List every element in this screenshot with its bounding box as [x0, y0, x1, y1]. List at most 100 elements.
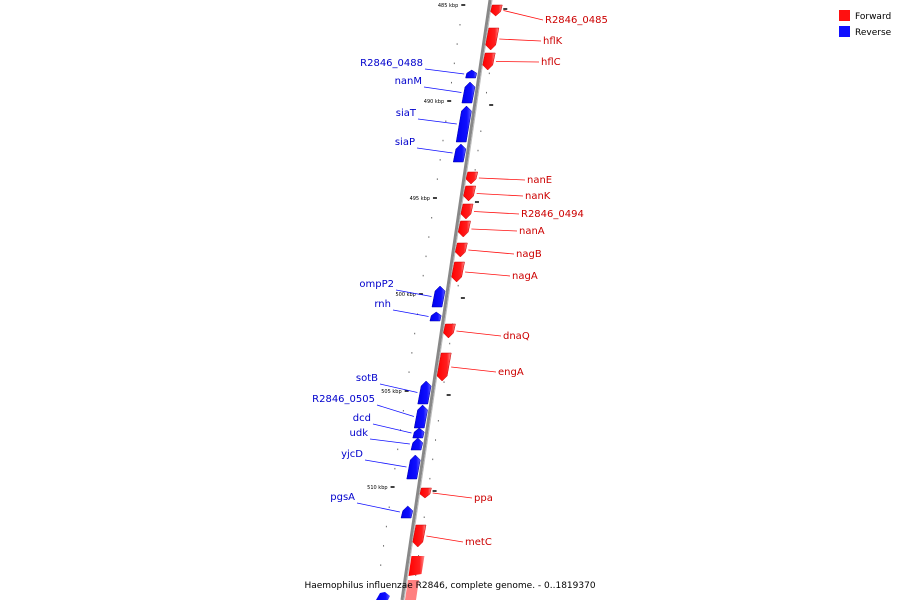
gene-label[interactable]: ppa	[474, 493, 493, 504]
gene-arrow-forward[interactable]	[443, 323, 456, 339]
gene-ompP2[interactable]: ompP2	[359, 279, 446, 308]
gene-label[interactable]: siaP	[395, 137, 415, 148]
gene-arrow-reverse[interactable]	[431, 285, 446, 308]
gene-nagB[interactable]: nagB	[455, 242, 542, 260]
gene-nanM[interactable]: nanM	[395, 76, 476, 104]
gene-label[interactable]: siaT	[396, 108, 417, 119]
gene-label[interactable]: nanE	[527, 175, 552, 186]
gene-arrow-forward[interactable]	[436, 352, 452, 382]
gene-arrow-forward[interactable]	[482, 52, 496, 71]
gene-label[interactable]: engA	[498, 367, 524, 378]
gene-label[interactable]: R2846_0488	[360, 58, 423, 69]
gene-udk[interactable]: udk	[350, 428, 424, 451]
gene-rnh[interactable]: rnh	[374, 299, 442, 322]
scale-minor-tick	[415, 574, 417, 576]
gene-nanA[interactable]: nanA	[457, 220, 545, 238]
gene-hflK[interactable]: hflK	[485, 27, 563, 51]
scale-tick: 490 kbp	[424, 99, 494, 106]
gene-arrow-forward-partial[interactable]	[405, 580, 419, 600]
gene-label[interactable]: nanA	[519, 226, 545, 237]
gene-arrow-forward[interactable]	[419, 487, 432, 499]
gene-arrow-reverse[interactable]	[410, 437, 424, 451]
gene-label[interactable]: yjcD	[341, 449, 363, 460]
gene-arrow-reverse[interactable]	[412, 427, 425, 439]
gene-metC[interactable]: metC	[412, 524, 492, 548]
gene-pgsA[interactable]: pgsA	[330, 492, 414, 519]
gene-label[interactable]: dcd	[353, 413, 371, 424]
scale-minor-tick	[418, 555, 420, 557]
gene-arrow-reverse[interactable]	[455, 105, 472, 143]
gene-arrow-forward[interactable]	[457, 220, 471, 238]
gene-label[interactable]: sotB	[356, 373, 378, 384]
gene-label[interactable]: R2846_0485	[545, 15, 608, 26]
map-title: Haemophilus influenzae R2846, complete g…	[304, 581, 595, 591]
gene-arrow-reverse[interactable]	[452, 143, 467, 163]
gene-label[interactable]: rnh	[374, 299, 391, 310]
scale-tick-label: 510 kbp	[367, 485, 387, 491]
scale-minor-tick	[449, 342, 451, 345]
gene-engA[interactable]: engA	[436, 352, 524, 382]
gene-label[interactable]: nanM	[395, 76, 422, 87]
gene-label[interactable]: dnaQ	[503, 331, 530, 342]
gene-arrow-reverse[interactable]	[417, 380, 432, 405]
gene-arrow-forward[interactable]	[455, 242, 468, 258]
gene-arrow-forward[interactable]	[465, 171, 479, 185]
gene-label[interactable]: metC	[465, 537, 492, 548]
gene-arrow-reverse[interactable]	[461, 81, 476, 104]
gene-label[interactable]: nagA	[512, 271, 538, 282]
gene-nagA[interactable]: nagA	[451, 261, 538, 283]
gene-arrow-forward[interactable]	[463, 185, 477, 202]
gene-arrow-forward-partial[interactable]	[408, 556, 425, 576]
gene-leader-line	[473, 211, 520, 215]
scale-tick: 495 kbp	[410, 196, 479, 203]
gene-leader-line	[495, 61, 540, 63]
gene-label[interactable]: R2846_0494	[521, 209, 584, 220]
gene-hflC[interactable]: hflC	[482, 52, 561, 71]
gene-label[interactable]: nagB	[516, 249, 542, 260]
scale-minor-tick	[485, 91, 487, 94]
gene-label[interactable]: udk	[350, 428, 369, 439]
gene-arrow-reverse[interactable]	[413, 404, 428, 429]
gene-leader-line	[478, 177, 526, 181]
gene-arrow-reverse-partial[interactable]	[376, 592, 390, 600]
gene-arrow-forward[interactable]	[490, 4, 503, 17]
gene-label[interactable]: hflK	[543, 36, 563, 47]
gene-yjcD[interactable]: yjcD	[341, 449, 421, 480]
gene-arrow-forward[interactable]	[451, 261, 465, 283]
gene-arrow-reverse[interactable]	[406, 454, 421, 480]
gene-R2846_0505[interactable]: R2846_0505	[312, 394, 428, 429]
gene-arrow-forward[interactable]	[460, 203, 474, 220]
gene-dnaQ[interactable]: dnaQ	[443, 323, 530, 342]
gene-label[interactable]: ompP2	[359, 279, 394, 290]
gene-label[interactable]: pgsA	[330, 492, 355, 503]
gene-arrow-forward[interactable]	[485, 27, 500, 51]
gene-nanE[interactable]: nanE	[465, 171, 552, 186]
scale-minor-tick	[429, 477, 431, 480]
genome-backbone	[400, 0, 492, 600]
scale-minor-tick	[380, 564, 382, 566]
gene-arrow-reverse[interactable]	[429, 311, 442, 322]
gene-siaP[interactable]: siaP	[395, 137, 467, 163]
gene-label[interactable]: hflC	[541, 57, 561, 68]
gene-siaT[interactable]: siaT	[396, 105, 472, 143]
gene-layer: R2846_0485 hflK hflC nanE nanK R2846_0494 nanA…	[312, 4, 608, 600]
gene-R2846_0488[interactable]: R2846_0488	[360, 58, 478, 79]
gene-leader-line	[395, 289, 432, 297]
scale-minor-tick	[411, 352, 413, 354]
gene-nanK[interactable]: nanK	[463, 185, 551, 202]
gene-ppa[interactable]: ppa	[419, 487, 493, 504]
scale-tick: 485 kbp	[438, 3, 508, 10]
gene-R2846_0485[interactable]: R2846_0485	[490, 4, 608, 26]
gene-arrow-forward[interactable]	[412, 524, 427, 548]
gene-label[interactable]: R2846_0505	[312, 394, 375, 405]
scale-minor-tick	[402, 410, 404, 412]
gene-sotB[interactable]: sotB	[356, 373, 432, 405]
gene-dcd[interactable]: dcd	[353, 413, 425, 439]
gene-leader-line	[465, 271, 511, 277]
gene-leader-line	[379, 383, 418, 393]
gene-label[interactable]: nanK	[525, 191, 551, 202]
gene-arrow-reverse[interactable]	[465, 69, 478, 79]
gene-R2846_0494[interactable]: R2846_0494	[460, 203, 584, 220]
gene-arrow-reverse[interactable]	[400, 505, 414, 519]
